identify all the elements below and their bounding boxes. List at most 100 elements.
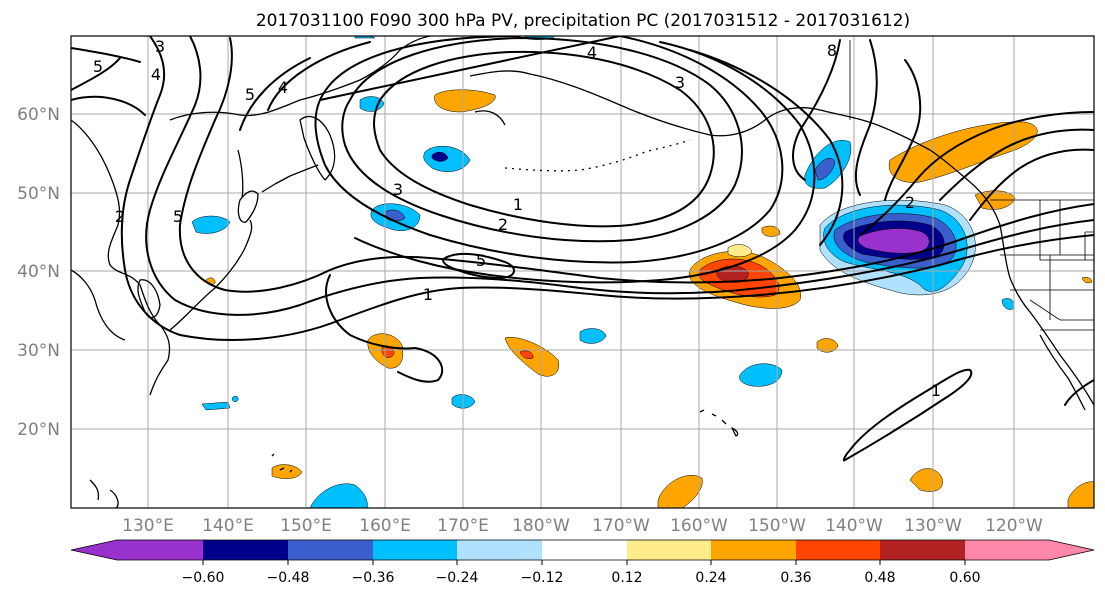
map-panel: 3 5 4 5 4 3 1 2 5 1 2 5 4 8 2 1 3 [70, 35, 1095, 509]
precip-negative-blob [231, 396, 239, 402]
colorbar-segment [373, 540, 457, 560]
pv-contour [341, 37, 743, 243]
precip-positive-blob [909, 468, 943, 492]
pv-contours [71, 36, 1094, 462]
colorbar-tick-label: −0.48 [267, 570, 310, 586]
contour-label: 4 [587, 43, 597, 62]
pv-contour [71, 47, 141, 63]
contour-label: 2 [905, 193, 915, 212]
colorbar-tick-label: 0.60 [949, 570, 980, 586]
longitude-labels: 130°E 140°E 150°E 160°E 170°E 180°W 170°… [122, 516, 1043, 536]
precip-negative-blob [359, 96, 385, 112]
pv-contour [178, 37, 1094, 293]
colorbar-tick-label: 0.24 [695, 570, 726, 586]
contour-label: 1 [931, 381, 941, 400]
longitude-label: 160°E [359, 516, 411, 536]
precip-positive-blob [888, 121, 1038, 183]
precip-positive-blob [816, 338, 839, 353]
precip-negative-blob [579, 328, 607, 344]
colorbar-segment [542, 540, 627, 560]
longitude-label: 180°W [512, 516, 570, 536]
pv-contour [854, 39, 878, 196]
precip-positive-blob [519, 350, 534, 359]
precip-positive-blob [657, 475, 703, 508]
pv-contour [120, 36, 1094, 341]
pv-contour [239, 49, 844, 246]
latitude-labels: 60°N 50°N 40°N 30°N 20°N [17, 105, 60, 440]
longitude-label: 140°E [202, 516, 254, 536]
latitude-label: 50°N [17, 184, 60, 204]
pv-contour [373, 50, 715, 228]
precip-negative-blob [814, 158, 836, 181]
coastline-north-america [929, 149, 1094, 406]
longitude-label: 130°E [122, 516, 174, 536]
coastline-east-asia [71, 119, 171, 396]
pv-contour-labels: 3 5 4 5 4 3 1 2 5 1 2 5 4 8 2 1 3 [93, 37, 941, 400]
coastline-baja [1039, 334, 1086, 411]
precip-positive-blob [761, 225, 781, 237]
colorbar-segment [627, 540, 711, 560]
colorbar-segment [457, 540, 542, 560]
colorbar-segment [965, 540, 1049, 560]
us-state-borders [1000, 200, 1094, 321]
colorbar-segment [796, 540, 880, 560]
longitude-label: 130°W [904, 516, 962, 536]
coastline-aleutians [504, 139, 691, 172]
contour-label: 2 [115, 207, 125, 226]
precip-negative-blob [191, 215, 231, 234]
colorbar-segment [288, 540, 373, 560]
colorbar-tick-label: 0.48 [864, 570, 895, 586]
longitude-label: 120°W [985, 516, 1043, 536]
contour-label: 1 [423, 285, 433, 304]
contour-label: 4 [151, 65, 161, 84]
latitude-label: 20°N [17, 420, 60, 440]
pv-contour [325, 274, 444, 383]
contour-label: 8 [827, 41, 837, 60]
precip-negative-blob [739, 363, 783, 387]
precip-positive-blob [1067, 481, 1094, 508]
contour-label: 3 [675, 73, 685, 92]
coastline-islands [89, 453, 293, 508]
longitude-label: 150°E [280, 516, 332, 536]
pv-contour [442, 252, 515, 279]
colorbar-segment [117, 540, 203, 560]
contour-label: 3 [155, 37, 165, 56]
latitude-label: 30°N [17, 341, 60, 361]
pv-contour [1064, 379, 1094, 406]
contour-label: 1 [513, 195, 523, 214]
pv-contour [842, 368, 973, 462]
contour-label: 5 [93, 57, 103, 76]
coastline-sakhalin [237, 149, 244, 199]
coastline-hawaii [699, 409, 739, 437]
contour-label: 2 [498, 215, 508, 234]
colorbar: −0.60 −0.48 −0.36 −0.24 −0.12 0.12 0.24 … [70, 539, 1095, 586]
longitude-label: 140°W [825, 516, 883, 536]
contour-label: 5 [245, 85, 255, 104]
colorbar-tick-label: −0.36 [352, 570, 395, 586]
colorbar-tick-label: −0.60 [182, 570, 225, 586]
contour-label: 5 [173, 207, 183, 226]
latitude-label: 60°N [17, 105, 60, 125]
precip-positive-blob [1081, 276, 1093, 284]
coastline-japan [169, 190, 259, 331]
pv-contour [939, 128, 1094, 201]
precip-negative-blob [309, 483, 368, 508]
colorbar-segment [711, 540, 796, 560]
pv-contour [71, 57, 146, 116]
precip-positive-blob [271, 464, 303, 479]
contour-label: 3 [393, 180, 403, 199]
colorbar-tick-label: 0.36 [780, 570, 811, 586]
figure-title: 2017031100 F090 300 hPa PV, precipitatio… [256, 11, 910, 31]
latitude-label: 40°N [17, 262, 60, 282]
pv-contour [859, 111, 1094, 236]
colorbar-ticks [202, 560, 966, 565]
colorbar-tick-label: −0.24 [436, 570, 479, 586]
colorbar-outline [70, 539, 1095, 561]
political-borders [849, 40, 1094, 331]
longitude-label: 170°W [592, 516, 650, 536]
colorbar-upper-extend [1049, 540, 1094, 560]
pv-contour [267, 41, 816, 284]
longitude-label: 160°W [670, 516, 728, 536]
longitude-label: 170°E [437, 516, 489, 536]
